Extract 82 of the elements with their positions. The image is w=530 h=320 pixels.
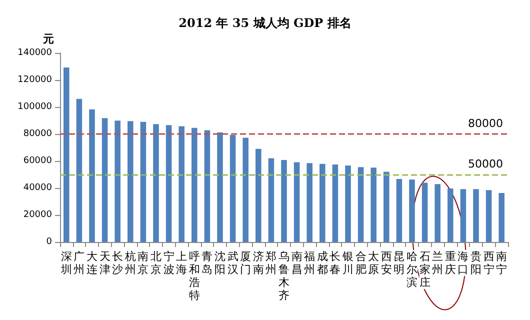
bar (396, 178, 402, 242)
bar (242, 138, 248, 242)
x-tick-label: 广州 (74, 250, 85, 276)
x-tick-label: 昆明 (394, 250, 405, 276)
bar (153, 124, 159, 242)
bar (256, 148, 262, 242)
bar (384, 172, 390, 242)
bar (294, 162, 300, 242)
x-tick-label: 天津 (99, 250, 110, 276)
x-tick-label: 南宁 (496, 250, 508, 276)
x-tick-label: 南昌 (291, 250, 302, 276)
y-tick-label: 20000 (23, 210, 52, 220)
bar (370, 168, 376, 242)
bar (448, 188, 454, 242)
ref-line-label: 80000 (468, 117, 503, 130)
x-tick-label: 南京 (138, 250, 149, 276)
y-tick-label: 100000 (18, 102, 52, 112)
y-axis-title: 元 (42, 34, 54, 46)
bar (498, 192, 504, 242)
bar (358, 167, 364, 242)
bar (102, 118, 108, 242)
y-tick-label: 140000 (18, 48, 52, 58)
x-tick-label: 福州 (304, 250, 316, 276)
bar (460, 189, 466, 242)
x-tick-label: 杭州 (124, 250, 136, 276)
x-tick-label: 重庆 (444, 250, 456, 276)
y-tick-label: 60000 (23, 156, 52, 166)
bar (217, 132, 223, 242)
x-tick-label: 大连 (86, 250, 98, 276)
bar (473, 189, 479, 242)
x-tick-label: 郑州 (266, 250, 277, 276)
x-tick-label: 深圳 (60, 250, 72, 276)
bar (332, 164, 338, 242)
x-tick-label: 太原 (368, 250, 380, 276)
y-tick-label: 80000 (23, 129, 52, 139)
x-tick-label: 乌鲁木齐 (278, 250, 290, 302)
x-tick-label: 成都 (316, 250, 328, 276)
bar (178, 126, 184, 242)
bar (409, 179, 415, 242)
bar (268, 158, 274, 242)
bar (140, 122, 146, 242)
bar (345, 165, 351, 242)
x-tick-label: 呼和浩特 (188, 250, 200, 302)
x-tick-label: 兰州 (432, 250, 444, 276)
x-tick-label: 北京 (150, 250, 162, 276)
bar (486, 190, 492, 242)
bar (166, 125, 172, 242)
x-tick-label: 合肥 (355, 250, 366, 276)
x-tick-label: 长沙 (112, 250, 124, 276)
x-tick-label: 上海 (176, 250, 188, 276)
x-tick-label: 长春 (330, 250, 341, 276)
x-tick-label: 银川 (342, 250, 354, 276)
x-tick-label: 西安 (380, 250, 392, 276)
x-tick-label: 贵阳 (470, 250, 482, 276)
bar (76, 98, 82, 242)
x-tick-label: 济南 (252, 250, 264, 276)
x-tick-label: 海口 (458, 250, 469, 276)
x-tick-label: 厦门 (240, 250, 252, 276)
bar (64, 67, 70, 242)
x-tick-label: 哈尔滨 (406, 250, 418, 289)
ref-line-label: 50000 (468, 158, 503, 170)
bar (192, 128, 198, 242)
bar (306, 163, 312, 242)
bar (320, 164, 326, 242)
bar (434, 184, 440, 242)
y-tick-label: 40000 (23, 183, 52, 193)
y-tick-label: 120000 (18, 75, 52, 85)
y-tick-label: 0 (46, 237, 52, 247)
x-tick-label: 青岛 (202, 250, 213, 276)
x-tick-label: 石家庄 (419, 250, 430, 289)
x-tick-label: 宁波 (163, 250, 174, 276)
bar (89, 109, 95, 242)
chart-title: 2012 年 35 城人均 GDP 排名 (178, 16, 352, 30)
x-tick-label: 沈阳 (214, 250, 226, 276)
bar (204, 130, 210, 242)
x-tick-label: 武汉 (227, 250, 238, 276)
bar (128, 121, 134, 242)
bar (281, 160, 287, 242)
bar (230, 134, 236, 242)
x-tick-label: 西宁 (483, 250, 494, 276)
bar (422, 182, 428, 242)
bar (114, 120, 120, 242)
